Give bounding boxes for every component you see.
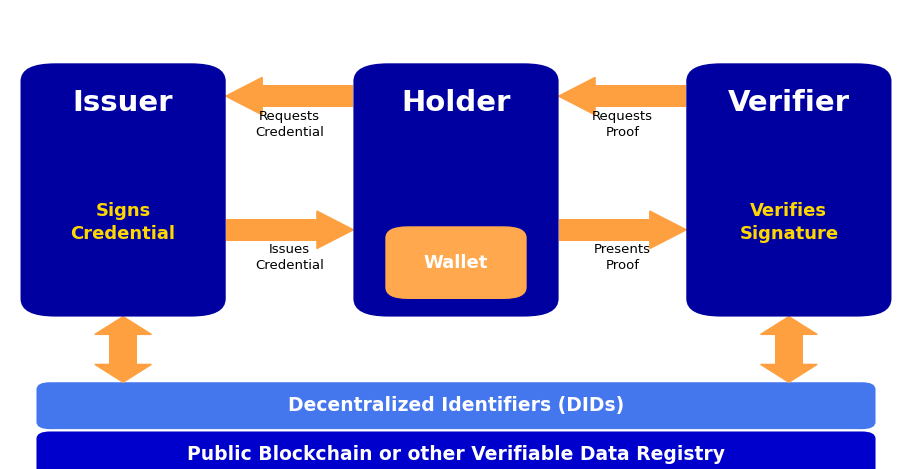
Bar bbox=[109, 334, 137, 364]
Bar bbox=[774, 334, 802, 364]
Text: Issuer: Issuer bbox=[73, 89, 173, 117]
Bar bbox=[226, 219, 317, 241]
FancyBboxPatch shape bbox=[384, 227, 527, 299]
Text: Issues
Credential: Issues Credential bbox=[255, 243, 323, 272]
Text: Holder: Holder bbox=[401, 89, 510, 117]
Text: Requests
Proof: Requests Proof bbox=[591, 110, 652, 139]
Text: Public Blockchain or other Verifiable Data Registry: Public Blockchain or other Verifiable Da… bbox=[187, 446, 724, 464]
Text: Signs
Credential: Signs Credential bbox=[70, 202, 176, 243]
Bar bbox=[262, 85, 353, 107]
Polygon shape bbox=[226, 77, 262, 115]
Text: Decentralized Identifiers (DIDs): Decentralized Identifiers (DIDs) bbox=[288, 396, 623, 415]
FancyBboxPatch shape bbox=[353, 63, 558, 317]
Text: Verifier: Verifier bbox=[727, 89, 849, 117]
Polygon shape bbox=[95, 317, 151, 334]
FancyBboxPatch shape bbox=[36, 382, 875, 429]
Polygon shape bbox=[649, 211, 685, 249]
Polygon shape bbox=[95, 364, 151, 382]
Polygon shape bbox=[558, 77, 595, 115]
Bar bbox=[558, 219, 649, 241]
Text: Wallet: Wallet bbox=[424, 254, 487, 272]
Text: Requests
Credential: Requests Credential bbox=[255, 110, 323, 139]
FancyBboxPatch shape bbox=[36, 431, 875, 469]
Polygon shape bbox=[760, 317, 816, 334]
FancyBboxPatch shape bbox=[685, 63, 890, 317]
Bar bbox=[595, 85, 685, 107]
Text: Verifies
Signature: Verifies Signature bbox=[739, 202, 837, 243]
Polygon shape bbox=[317, 211, 353, 249]
FancyBboxPatch shape bbox=[21, 63, 226, 317]
Text: Presents
Proof: Presents Proof bbox=[593, 243, 650, 272]
Polygon shape bbox=[760, 364, 816, 382]
